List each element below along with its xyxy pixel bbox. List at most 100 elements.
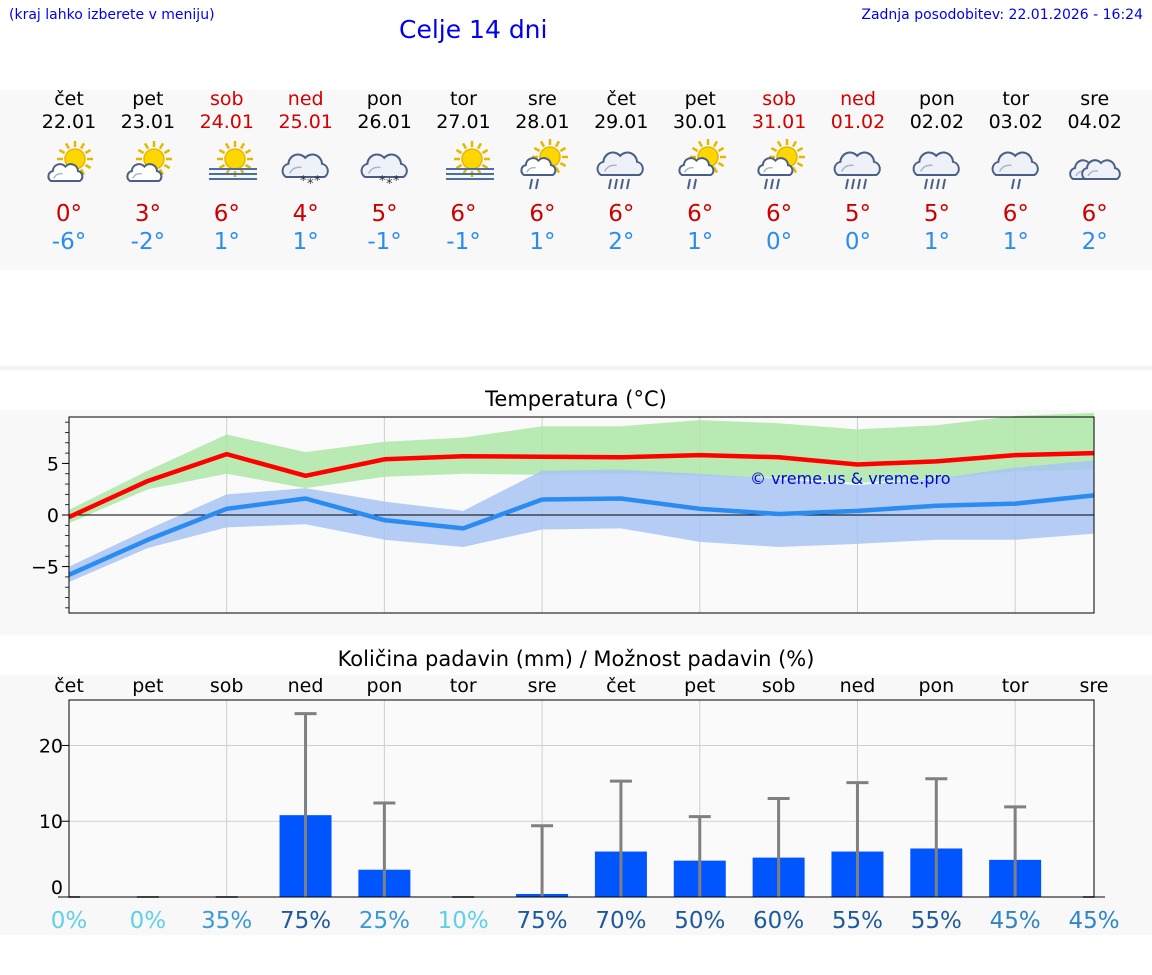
probability-label: 55% <box>832 908 883 934</box>
category-label: čet <box>54 675 84 697</box>
band-min <box>69 460 1094 583</box>
series-max-line <box>68 450 1095 520</box>
temp-max: 3° <box>134 201 161 227</box>
temp-min: -1° <box>446 229 481 255</box>
temp-max: 5° <box>371 201 398 227</box>
day-name: tor <box>1002 88 1030 110</box>
category-label: sre <box>528 675 557 697</box>
svg-text:*: * <box>393 174 400 189</box>
temp-min: 2° <box>608 229 635 255</box>
category-label: pon <box>367 675 403 697</box>
day-name: tor <box>450 88 477 110</box>
sun-fog-icon <box>445 141 494 180</box>
plot-frame <box>68 699 1095 898</box>
temperature-chart-title: Temperatura (°C) <box>485 387 667 411</box>
day-name: sre <box>527 88 557 110</box>
cloud-heavy-rain-icon <box>833 151 881 190</box>
page-title: Celje 14 dni <box>399 15 548 44</box>
forecast-day: čet 29.01 6° 2° <box>576 88 666 257</box>
temp-max: 6° <box>608 201 635 227</box>
day-date: 03.02 <box>988 111 1043 133</box>
menu-hint: (kraj lahko izberete v meniju) <box>9 7 215 23</box>
probability-label: 0% <box>130 908 167 934</box>
temp-max: 6° <box>529 201 556 227</box>
forecast-band <box>0 90 1152 270</box>
cloud-heavy-rain-icon <box>912 151 960 190</box>
probability-label: 50% <box>674 908 725 934</box>
day-name: pon <box>366 88 403 110</box>
day-name: ned <box>287 88 324 110</box>
temp-min: 0° <box>844 229 872 255</box>
probability-label: 75% <box>517 908 568 934</box>
probability-label: 10% <box>438 908 489 934</box>
day-date: 27.01 <box>436 111 491 133</box>
day-name: sob <box>210 88 244 110</box>
precip-chart-title: Količina padavin (mm) / Možnost padavin … <box>337 647 815 671</box>
category-label: ned <box>288 675 324 697</box>
day-date: 26.01 <box>357 111 412 133</box>
probability-label: 70% <box>595 908 646 934</box>
cloud-heavy-rain-icon <box>596 151 645 190</box>
forecast-day: čet 22.01 0° -6° <box>24 88 114 257</box>
temp-max: 6° <box>687 201 714 227</box>
forecast-day: sob 31.01 6° 0° <box>734 88 824 257</box>
forecast-days: čet 22.01 0° -6° pet 23.01 3° -2° sob 24.01 6° 1° ne… <box>0 88 1152 255</box>
sun-cloud-rain-icon <box>678 139 727 190</box>
y-tick-label: 0 <box>47 505 59 527</box>
forecast-day: pon 26.01 * * * 5° -1° <box>340 88 430 257</box>
temp-min: 2° <box>1081 229 1108 255</box>
series-min-line <box>68 493 1095 577</box>
day-date: 02.02 <box>909 111 965 133</box>
temp-min: 1° <box>1002 229 1029 255</box>
day-name: pet <box>684 88 716 110</box>
partly-cloudy-sun-icon <box>47 141 93 182</box>
cloud-snow-icon: * * * <box>360 153 408 191</box>
forecast-day: sre 04.02 6° 2° <box>1050 88 1140 257</box>
category-label: sob <box>210 675 244 697</box>
day-name: čet <box>606 88 637 110</box>
last-updated: Zadnja posodobitev: 22.01.2026 - 16:24 <box>861 7 1143 23</box>
temp-min: 1° <box>292 229 319 255</box>
category-label: čet <box>606 675 636 697</box>
forecast-day: ned 25.01 * * * 4° 1° <box>261 88 351 257</box>
temp-min: 1° <box>213 229 240 255</box>
sun-fog-icon <box>208 141 257 180</box>
category-label: tor <box>1002 675 1029 697</box>
precipitation-chart: čet pet sob ned pon tor sre čet pet sob ned pon tor s… <box>39 675 1120 934</box>
category-label: tor <box>450 675 477 697</box>
plot-frame <box>68 416 1095 614</box>
y-tick-label: 10 <box>39 811 63 833</box>
watermark: © vreme.us & vreme.pro <box>750 469 951 488</box>
temp-max: 5° <box>844 201 872 227</box>
y-tick-label: 20 <box>39 735 63 757</box>
temp-max: 6° <box>1081 201 1108 227</box>
forecast-day: tor 27.01 6° -1° <box>419 88 509 257</box>
forecast-day: tor 03.02 6° 1° <box>971 88 1061 257</box>
day-name: ned <box>840 88 876 110</box>
day-name: sre <box>1080 88 1110 110</box>
day-date: 30.01 <box>672 111 728 133</box>
temp-min: -1° <box>367 229 402 255</box>
day-name: pet <box>132 88 164 110</box>
temp-max: 6° <box>450 201 477 227</box>
day-name: čet <box>54 88 84 110</box>
temp-min: 1° <box>923 229 950 255</box>
category-label: sre <box>1080 675 1109 697</box>
temp-max: 6° <box>213 201 240 227</box>
y-tick-label: −5 <box>31 557 59 579</box>
cloud-rain-icon <box>991 151 1039 190</box>
day-date: 04.02 <box>1067 111 1122 133</box>
day-date: 31.01 <box>751 111 807 133</box>
day-date: 01.02 <box>830 111 886 133</box>
svg-text:*: * <box>314 174 321 189</box>
temp-min: 1° <box>687 229 714 255</box>
forecast-day: pet 30.01 6° 1° <box>655 88 745 257</box>
category-label: ned <box>840 675 876 697</box>
probability-label: 60% <box>753 908 804 934</box>
forecast-day: sob 24.01 6° 1° <box>182 88 272 257</box>
day-date: 28.01 <box>515 111 570 133</box>
probability-label: 45% <box>1068 908 1119 934</box>
separator <box>0 366 1152 370</box>
day-date: 24.01 <box>199 111 254 133</box>
forecast-day: sre 28.01 6° 1° <box>497 88 587 257</box>
